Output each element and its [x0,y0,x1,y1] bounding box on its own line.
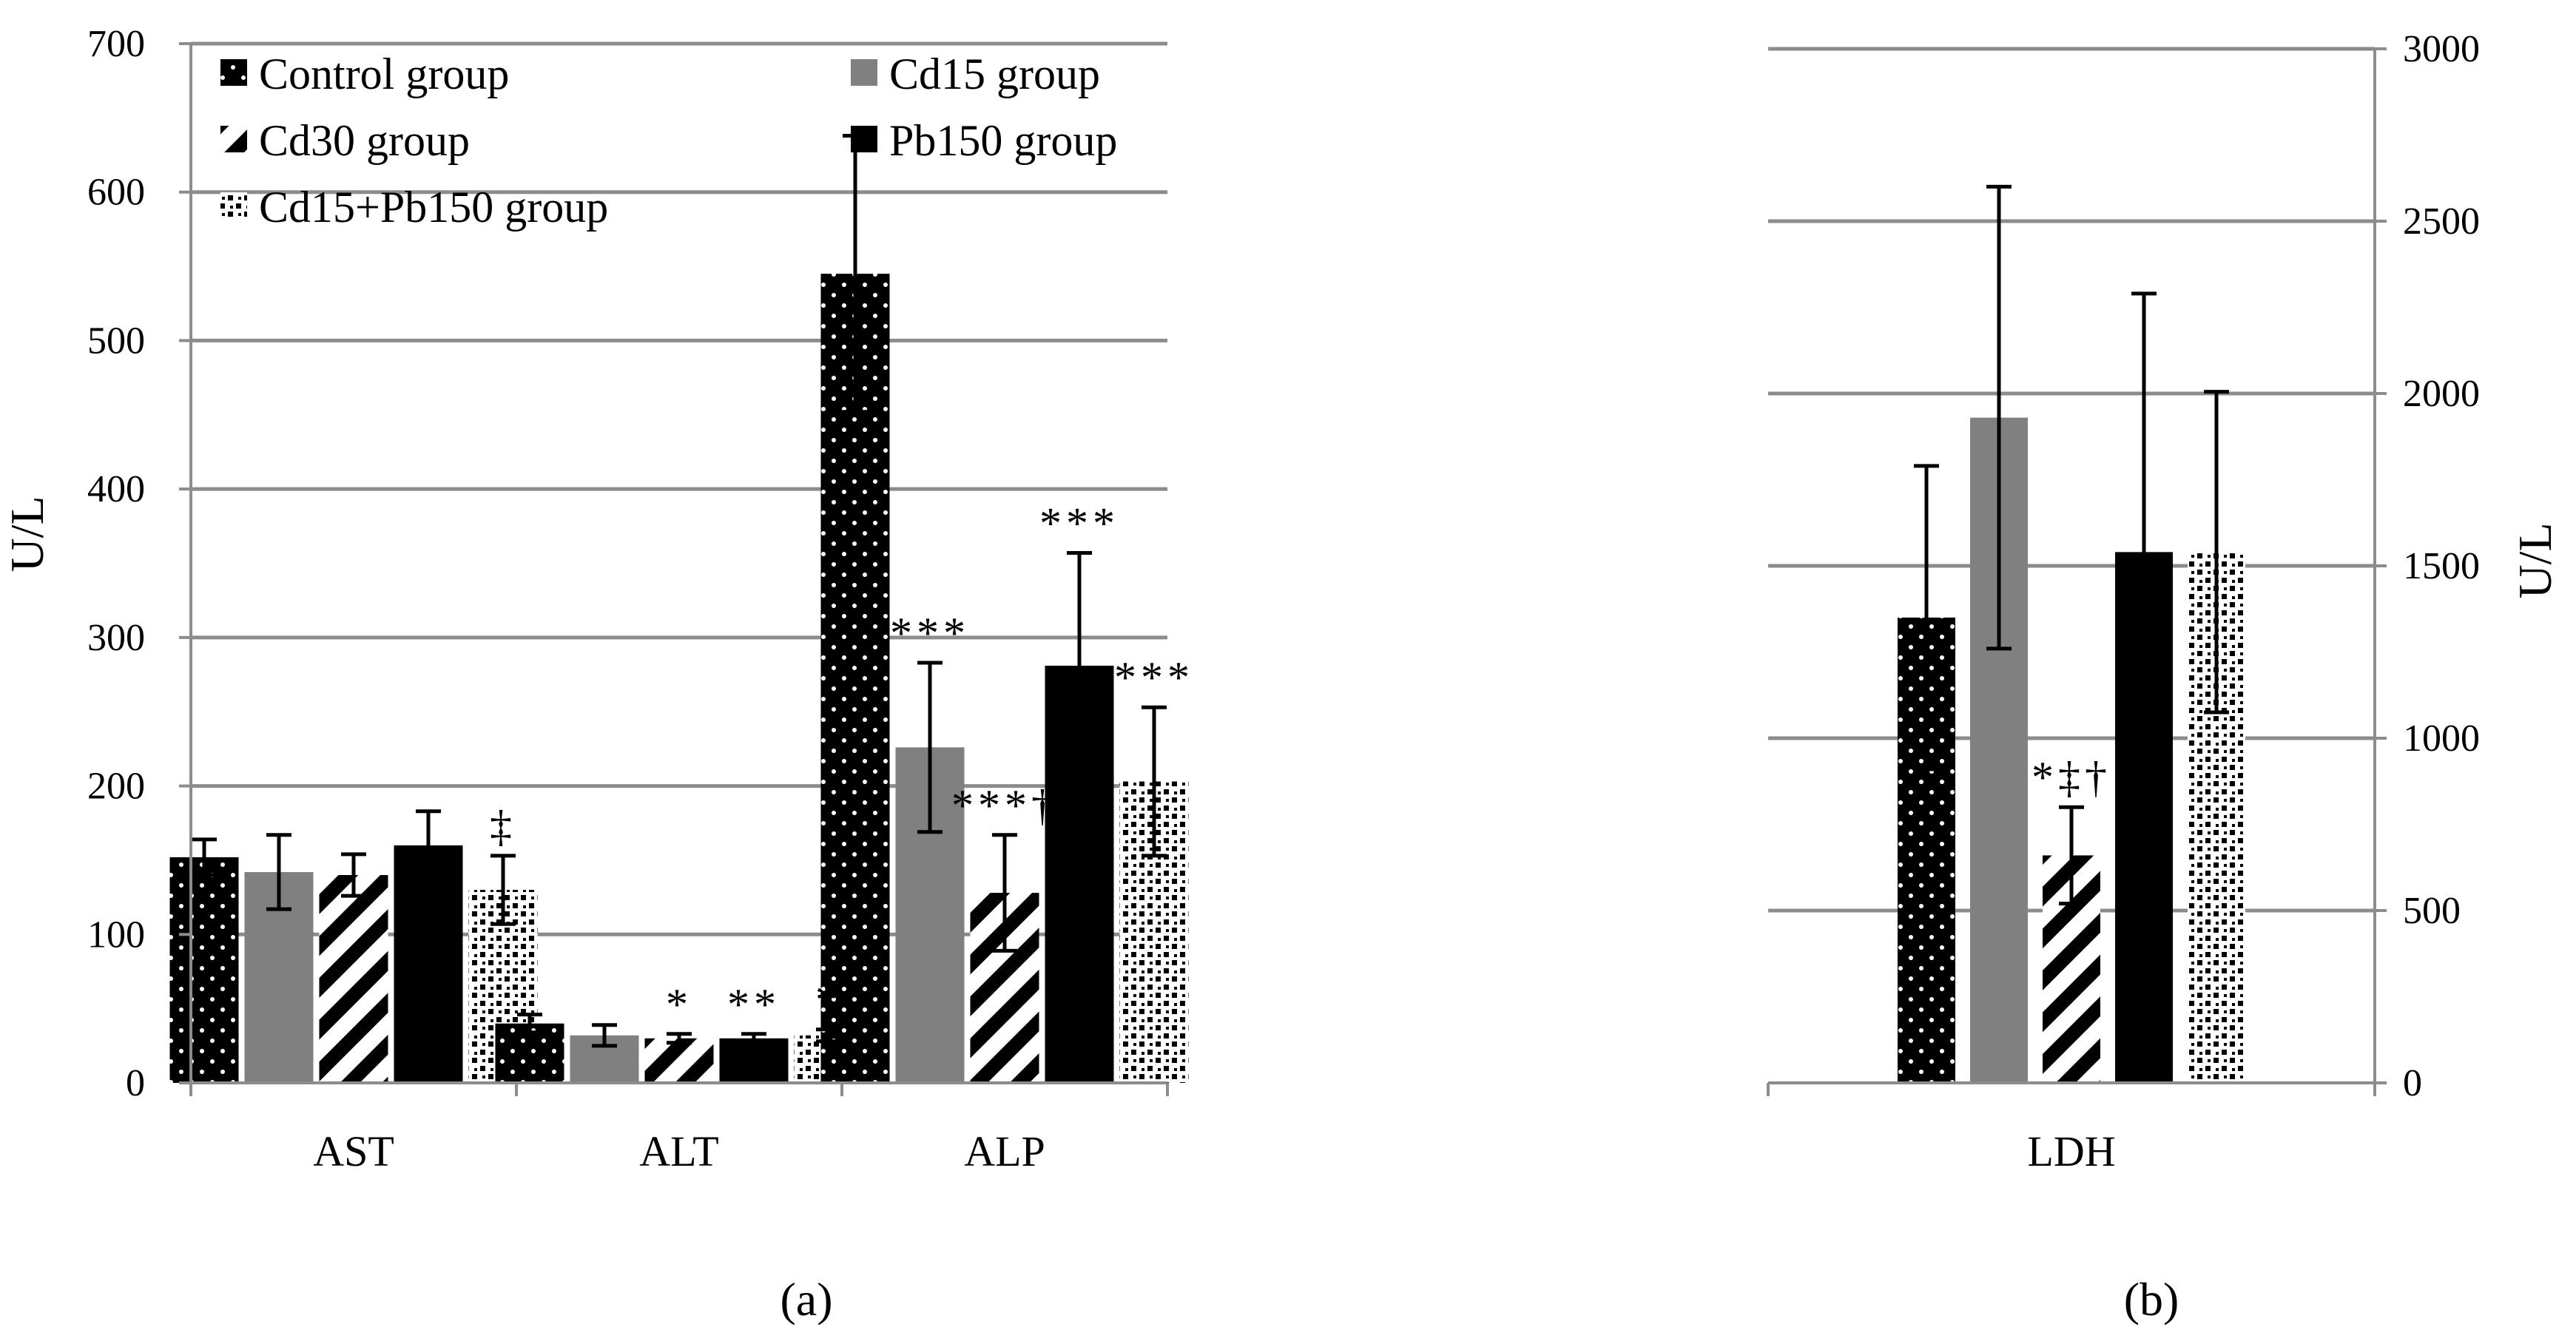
y-tick-label: 500 [87,320,145,362]
legend-label: Cd15 group [889,50,1100,98]
legend-swatch [851,126,877,152]
y-tick-label: 2500 [2403,200,2480,243]
panel-a-y-tick-labels: 0 100 200 300 400 500 600 700 [87,23,145,1104]
significance-label: *** [890,609,970,658]
significance-label: ‡ [490,802,516,851]
y-tick-label: 100 [87,914,145,956]
bar [644,1038,714,1083]
bar [719,1038,789,1083]
significance-label: ***† [951,781,1058,830]
significance-label: * [666,980,692,1029]
y-tick-label: 0 [2403,1062,2422,1104]
panel-b: 0 500 1000 1500 2000 2500 3000 *‡† LDH U/L (b) [1767,28,2561,1326]
panel-b-x-axis [1767,47,2387,1096]
panel-a-y-axis-label: U/L [1,496,53,572]
y-tick-label: 1000 [2403,717,2480,760]
panel-b-category-labels: LDH [2027,1127,2115,1175]
panel-a-category-labels: AST ALT ALP [313,1127,1045,1175]
panel-b-y-tick-labels: 0 500 1000 1500 2000 2500 3000 [2403,28,2480,1104]
bar [319,875,388,1083]
significance-label: *** [1114,653,1194,702]
panel-a-x-axis [179,42,1169,1096]
legend-label: Pb150 group [889,116,1117,165]
panel-a-label: (a) [780,1273,832,1326]
x-category-label: ALP [964,1127,1045,1175]
bar [169,857,239,1083]
panel-a-bars [169,274,1189,1083]
legend-swatch [220,59,247,86]
significance-label: ** [727,980,780,1029]
y-tick-label: 600 [87,172,145,214]
panel-b-label: (b) [2124,1273,2179,1326]
legend-label: Cd30 group [259,116,470,165]
y-tick-label: 3000 [2403,28,2480,70]
x-category-label: AST [313,1127,394,1175]
legend-label: Control group [259,50,509,98]
y-tick-label: 400 [87,468,145,510]
panel-a-significance-labels: ‡* ** *******†****** [490,499,1194,1029]
panel-b-significance-labels: *‡† [2032,753,2111,802]
panel-b-y-axis-label: U/L [2509,522,2561,598]
y-tick-label: 2000 [2403,373,2480,415]
legend-swatch [851,59,877,86]
y-tick-label: 300 [87,617,145,659]
significance-label: * [815,976,842,1024]
panel-a-error-bars [192,133,1167,1048]
legend-swatch [220,126,247,152]
legend-label: Cd15+Pb150 group [259,183,608,232]
y-tick-label: 200 [87,766,145,808]
x-category-label: ALT [639,1127,718,1175]
panel-a-gridlines [191,41,1167,936]
y-tick-label: 0 [126,1062,145,1104]
legend-swatch [220,192,247,219]
y-tick-label: 700 [87,23,145,65]
significance-label: *** [1039,499,1119,547]
x-category-label: LDH [2027,1127,2115,1175]
y-tick-label: 1500 [2403,545,2480,587]
legend: Control group Cd15 group Cd30 group Pb150 g… [220,50,1117,232]
panel-b-error-bars [1914,184,2229,906]
y-tick-label: 500 [2403,890,2461,932]
bar [394,845,463,1083]
significance-label: *‡† [2032,753,2111,802]
panel-b-bars [1898,417,2245,1083]
